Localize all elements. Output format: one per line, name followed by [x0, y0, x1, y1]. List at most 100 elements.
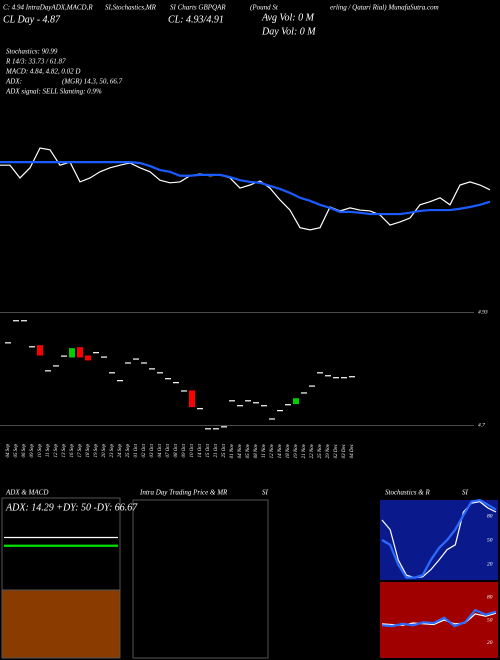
x-tick-label: 09 Sep	[30, 444, 35, 458]
candle	[45, 370, 51, 372]
x-tick-label: 12 Sep	[54, 444, 59, 458]
x-tick-label: 10 Oct	[190, 443, 195, 457]
x-tick-label: 03 Oct	[150, 443, 155, 457]
candle	[173, 382, 179, 384]
x-tick-label: 04 Oct	[158, 443, 163, 457]
x-tick-label: 04 Nov	[238, 443, 243, 458]
candle	[213, 428, 219, 430]
panel-title: Stochastics & R	[385, 489, 430, 497]
candle	[245, 400, 251, 402]
candle	[293, 398, 299, 405]
candle	[285, 404, 291, 406]
header-text: C: 4.94 IntraDayADX,MACD,R	[3, 4, 93, 12]
y-tick-label: 4.93	[478, 309, 488, 316]
candle	[69, 348, 75, 358]
x-tick-label: 19 Sep	[94, 444, 99, 458]
candle	[53, 365, 59, 367]
x-tick-label: 04 Dec	[350, 443, 355, 458]
panel-title: SI	[262, 489, 269, 497]
close-day: CL Day - 4.87	[3, 14, 61, 25]
panel-title: ADX & MACD	[5, 489, 48, 497]
x-tick-label: 02 Oct	[142, 443, 147, 457]
candle	[317, 372, 323, 374]
x-tick-label: 23 Sep	[110, 444, 115, 458]
candle	[261, 405, 267, 407]
day-vol: Day Vol: 0 M	[261, 26, 316, 37]
x-tick-label: 22 Nov	[310, 443, 315, 458]
x-tick-label: 05 Nov	[246, 443, 251, 458]
x-tick-label: 14 Oct	[198, 443, 203, 457]
panel-subtitle: ADX: 14.29 +DY: 50 -DY: 66.67	[5, 502, 138, 513]
header-text: erling / Qatari Rial) MunafaSutra.com	[330, 4, 439, 12]
intraday-panel	[132, 499, 269, 659]
x-tick-label: 10 Sep	[38, 444, 43, 458]
stochastics-panel	[380, 500, 498, 580]
x-tick-label: 24 Sep	[118, 444, 123, 458]
x-tick-label: 25 Oct	[222, 443, 227, 457]
candle	[37, 345, 43, 356]
candle	[205, 428, 211, 430]
x-tick-label: 21 Nov	[302, 443, 307, 458]
x-tick-label: 03 Dec	[342, 443, 347, 458]
x-tick-label: 21 Oct	[214, 443, 219, 457]
x-tick-label: 08 Oct	[174, 443, 179, 457]
x-tick-label: 08 Nov	[254, 443, 259, 458]
candle	[13, 320, 19, 322]
y-tick-label: 20	[487, 640, 493, 646]
candle	[141, 362, 147, 364]
candle	[237, 405, 243, 407]
y-tick-label: 50	[487, 617, 493, 623]
close: CL: 4.93/4.91	[168, 14, 224, 25]
candle	[117, 380, 123, 382]
avg-vol: Avg Vol: 0 M	[261, 12, 315, 23]
header-text: SI,Stochastics,MR	[105, 4, 157, 12]
candle	[253, 402, 259, 404]
x-tick-label: 06 Sep	[22, 444, 27, 458]
y-tick-label: 20	[487, 561, 493, 567]
stat: MACD: 4.84, 4.82, 0.02 D	[5, 68, 80, 76]
candle	[5, 342, 11, 344]
candle	[109, 372, 115, 374]
candle	[277, 410, 283, 412]
candle	[301, 392, 307, 394]
x-tick-label: 25 Sep	[126, 444, 131, 458]
candle	[93, 352, 99, 354]
x-tick-label: 01 Oct	[134, 443, 139, 457]
x-tick-label: 19 Nov	[294, 443, 299, 458]
candle	[149, 368, 155, 370]
candle	[61, 355, 67, 357]
x-tick-label: 14 Nov	[278, 443, 283, 458]
candle	[325, 375, 331, 377]
candle	[269, 418, 275, 420]
stat: R 14/3: 33.73 / 61.87	[5, 58, 66, 66]
candle	[221, 426, 227, 428]
x-tick-label: 11 Nov	[262, 443, 267, 458]
panel-title: Intra Day Trading Price & MR	[139, 489, 228, 497]
x-tick-label: 13 Sep	[62, 444, 67, 458]
candle	[189, 390, 195, 408]
x-tick-label: 05 Sep	[14, 444, 19, 458]
candle	[341, 377, 347, 379]
stat: ADX signal: SELL Slanting: 0.9%	[5, 88, 102, 96]
x-tick-label: 15 Oct	[206, 443, 211, 457]
x-tick-label: 29 Nov	[326, 443, 331, 458]
x-tick-label: 01 Nov	[230, 443, 235, 458]
y-tick-label: 50	[487, 537, 493, 543]
candle	[309, 385, 315, 387]
x-tick-label: 18 Nov	[286, 443, 291, 458]
adx-panel	[1, 497, 121, 591]
x-tick-label: 16 Sep	[70, 444, 75, 458]
x-tick-label: 12 Nov	[270, 443, 275, 458]
candle	[157, 372, 163, 374]
series-line	[381, 608, 497, 628]
y-tick-label: 80	[487, 594, 493, 600]
series-line	[0, 147, 491, 231]
candle	[197, 408, 203, 410]
x-tick-label: 04 Sep	[6, 444, 11, 458]
candle	[125, 362, 131, 364]
x-tick-label: 17 Sep	[78, 444, 83, 458]
candle	[101, 356, 107, 358]
candle	[165, 378, 171, 380]
